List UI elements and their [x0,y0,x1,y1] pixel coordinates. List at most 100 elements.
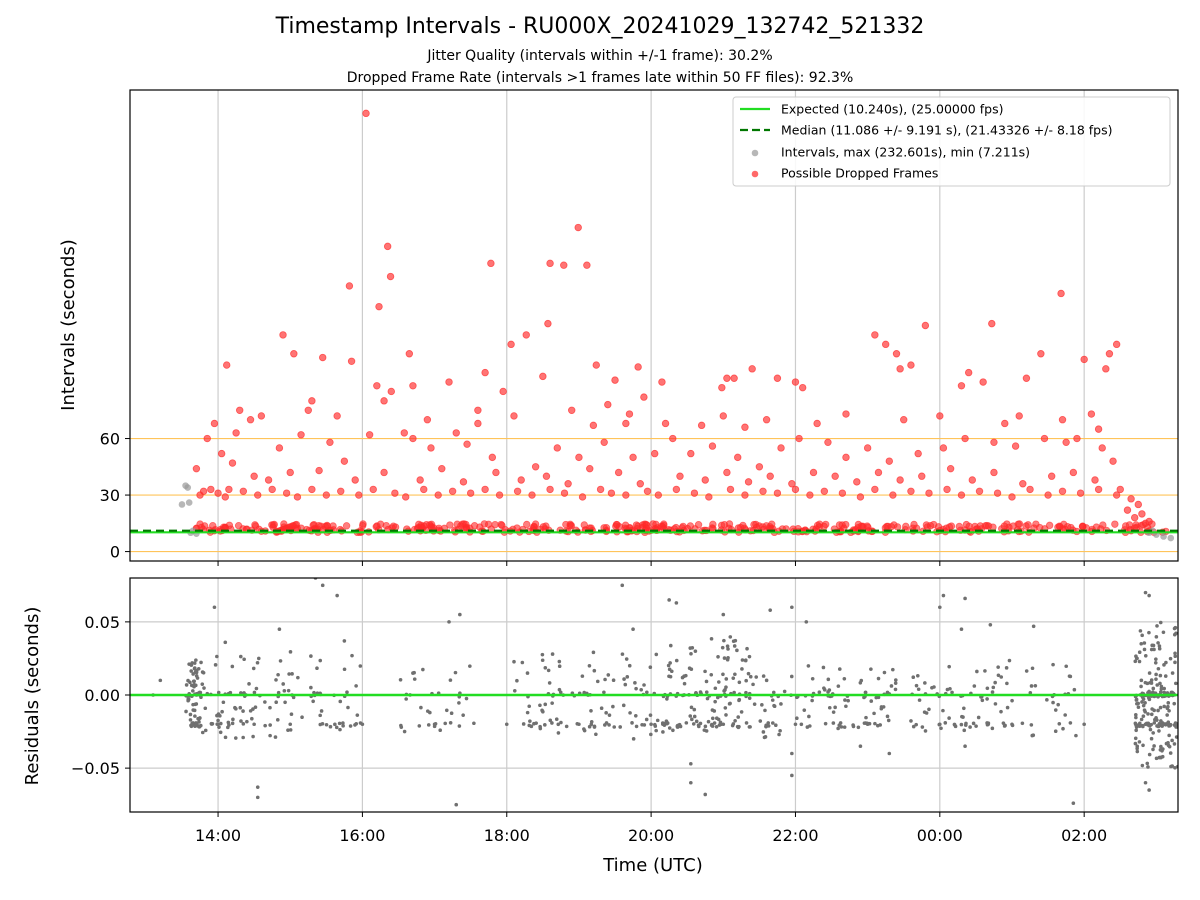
residual-point [599,706,604,710]
residual-point [714,724,719,729]
dropped-frame-point [214,489,222,497]
residual-point [1141,714,1146,718]
residual-point [255,785,260,789]
residual-point [268,705,272,710]
residual-point [1082,722,1086,727]
residual-point [1149,678,1154,682]
residual-point [709,723,714,728]
residual-point [1154,756,1159,761]
residual-point [747,654,752,659]
residual-point [338,699,343,704]
residual-point [221,700,226,705]
dropped-frame-point [347,357,356,365]
dropped-frame-point [416,476,424,484]
dropped-frame-point [708,442,717,450]
residual-point [817,690,822,695]
residual-point [449,711,454,716]
residual-point [743,658,748,663]
residual-point [620,652,625,656]
dropped-frame-point [495,491,504,499]
dropped-frame-point [319,353,327,362]
residual-point [341,721,345,725]
dropped-frame-point [481,368,489,377]
residual-point [748,674,753,679]
residual-point [1160,754,1165,759]
dropped-frame-point [365,431,374,439]
residual-point [1143,653,1148,658]
residual-point [950,690,954,695]
residual-point [771,690,776,695]
residual-point [286,688,291,693]
dropped-frame-point [523,520,531,529]
residual-point [1031,733,1036,737]
dropped-frame-point [1094,425,1103,433]
residual-point [1145,761,1150,766]
residual-point [1133,659,1138,664]
residual-point [810,698,814,703]
residual-point [648,713,653,717]
interval-point [184,484,192,491]
residual-point [421,667,425,672]
residual-point [873,721,877,726]
residual-point [712,721,717,725]
residual-point [947,716,951,720]
residual-point [213,663,218,667]
residual-point [504,722,509,727]
dropped-frame-point [892,350,901,358]
residual-point [564,724,569,729]
dropped-frame-point [351,476,359,484]
legend-intervals-swatch [751,149,759,157]
residual-point [674,658,679,663]
dropped-frame-point [297,431,305,439]
residual-point [722,689,726,693]
residual-point [682,674,686,679]
residual-point [203,706,208,711]
residual-point [782,689,787,694]
residual-point [737,697,742,702]
legend-entry-label: Expected (10.240s), (25.00000 fps) [781,102,1003,117]
chart-subtitle-jitter: Jitter Quality (intervals within +/-1 fr… [427,48,773,64]
dropped-frame-point [286,468,294,477]
residual-point [273,735,278,739]
residual-point [975,669,979,674]
dropped-frame-point [269,523,277,531]
residual-point [642,723,647,727]
residual-point [862,721,867,725]
residual-point [521,722,526,726]
dropped-frame-point [791,378,800,386]
bottom-xtick-label: 00:00 [917,826,963,845]
residual-point [667,726,672,730]
residual-point [990,690,995,694]
residual-point [724,713,728,717]
dropped-frame-point [531,463,540,471]
dropped-frame-point [1044,491,1052,499]
dropped-frame-point [589,421,598,430]
residual-point [1064,664,1069,669]
residual-point [622,677,626,681]
residual-point [1158,705,1163,710]
residual-point [1159,687,1164,691]
dropped-frame-point [553,444,561,452]
residual-point [602,690,606,695]
residual-point [212,605,217,610]
dropped-frame-point [914,449,922,458]
residual-point [283,700,287,705]
dropped-frame-point [945,523,954,531]
dropped-frame-point [333,412,341,420]
residual-point [719,722,723,727]
residual-point [603,677,607,682]
residual-point [1173,651,1177,656]
residual-point [189,724,194,729]
dropped-frame-point [566,521,574,530]
residual-point [219,721,223,726]
residual-point [649,722,653,727]
residual-point [773,723,778,727]
residual-point [468,664,472,668]
residual-point [556,731,561,735]
residual-point [587,664,592,668]
dropped-frame-point [734,524,743,532]
residual-point [1007,658,1012,663]
residual-point [1140,724,1145,728]
residual-point [417,724,422,728]
dropped-frame-point [345,282,354,290]
